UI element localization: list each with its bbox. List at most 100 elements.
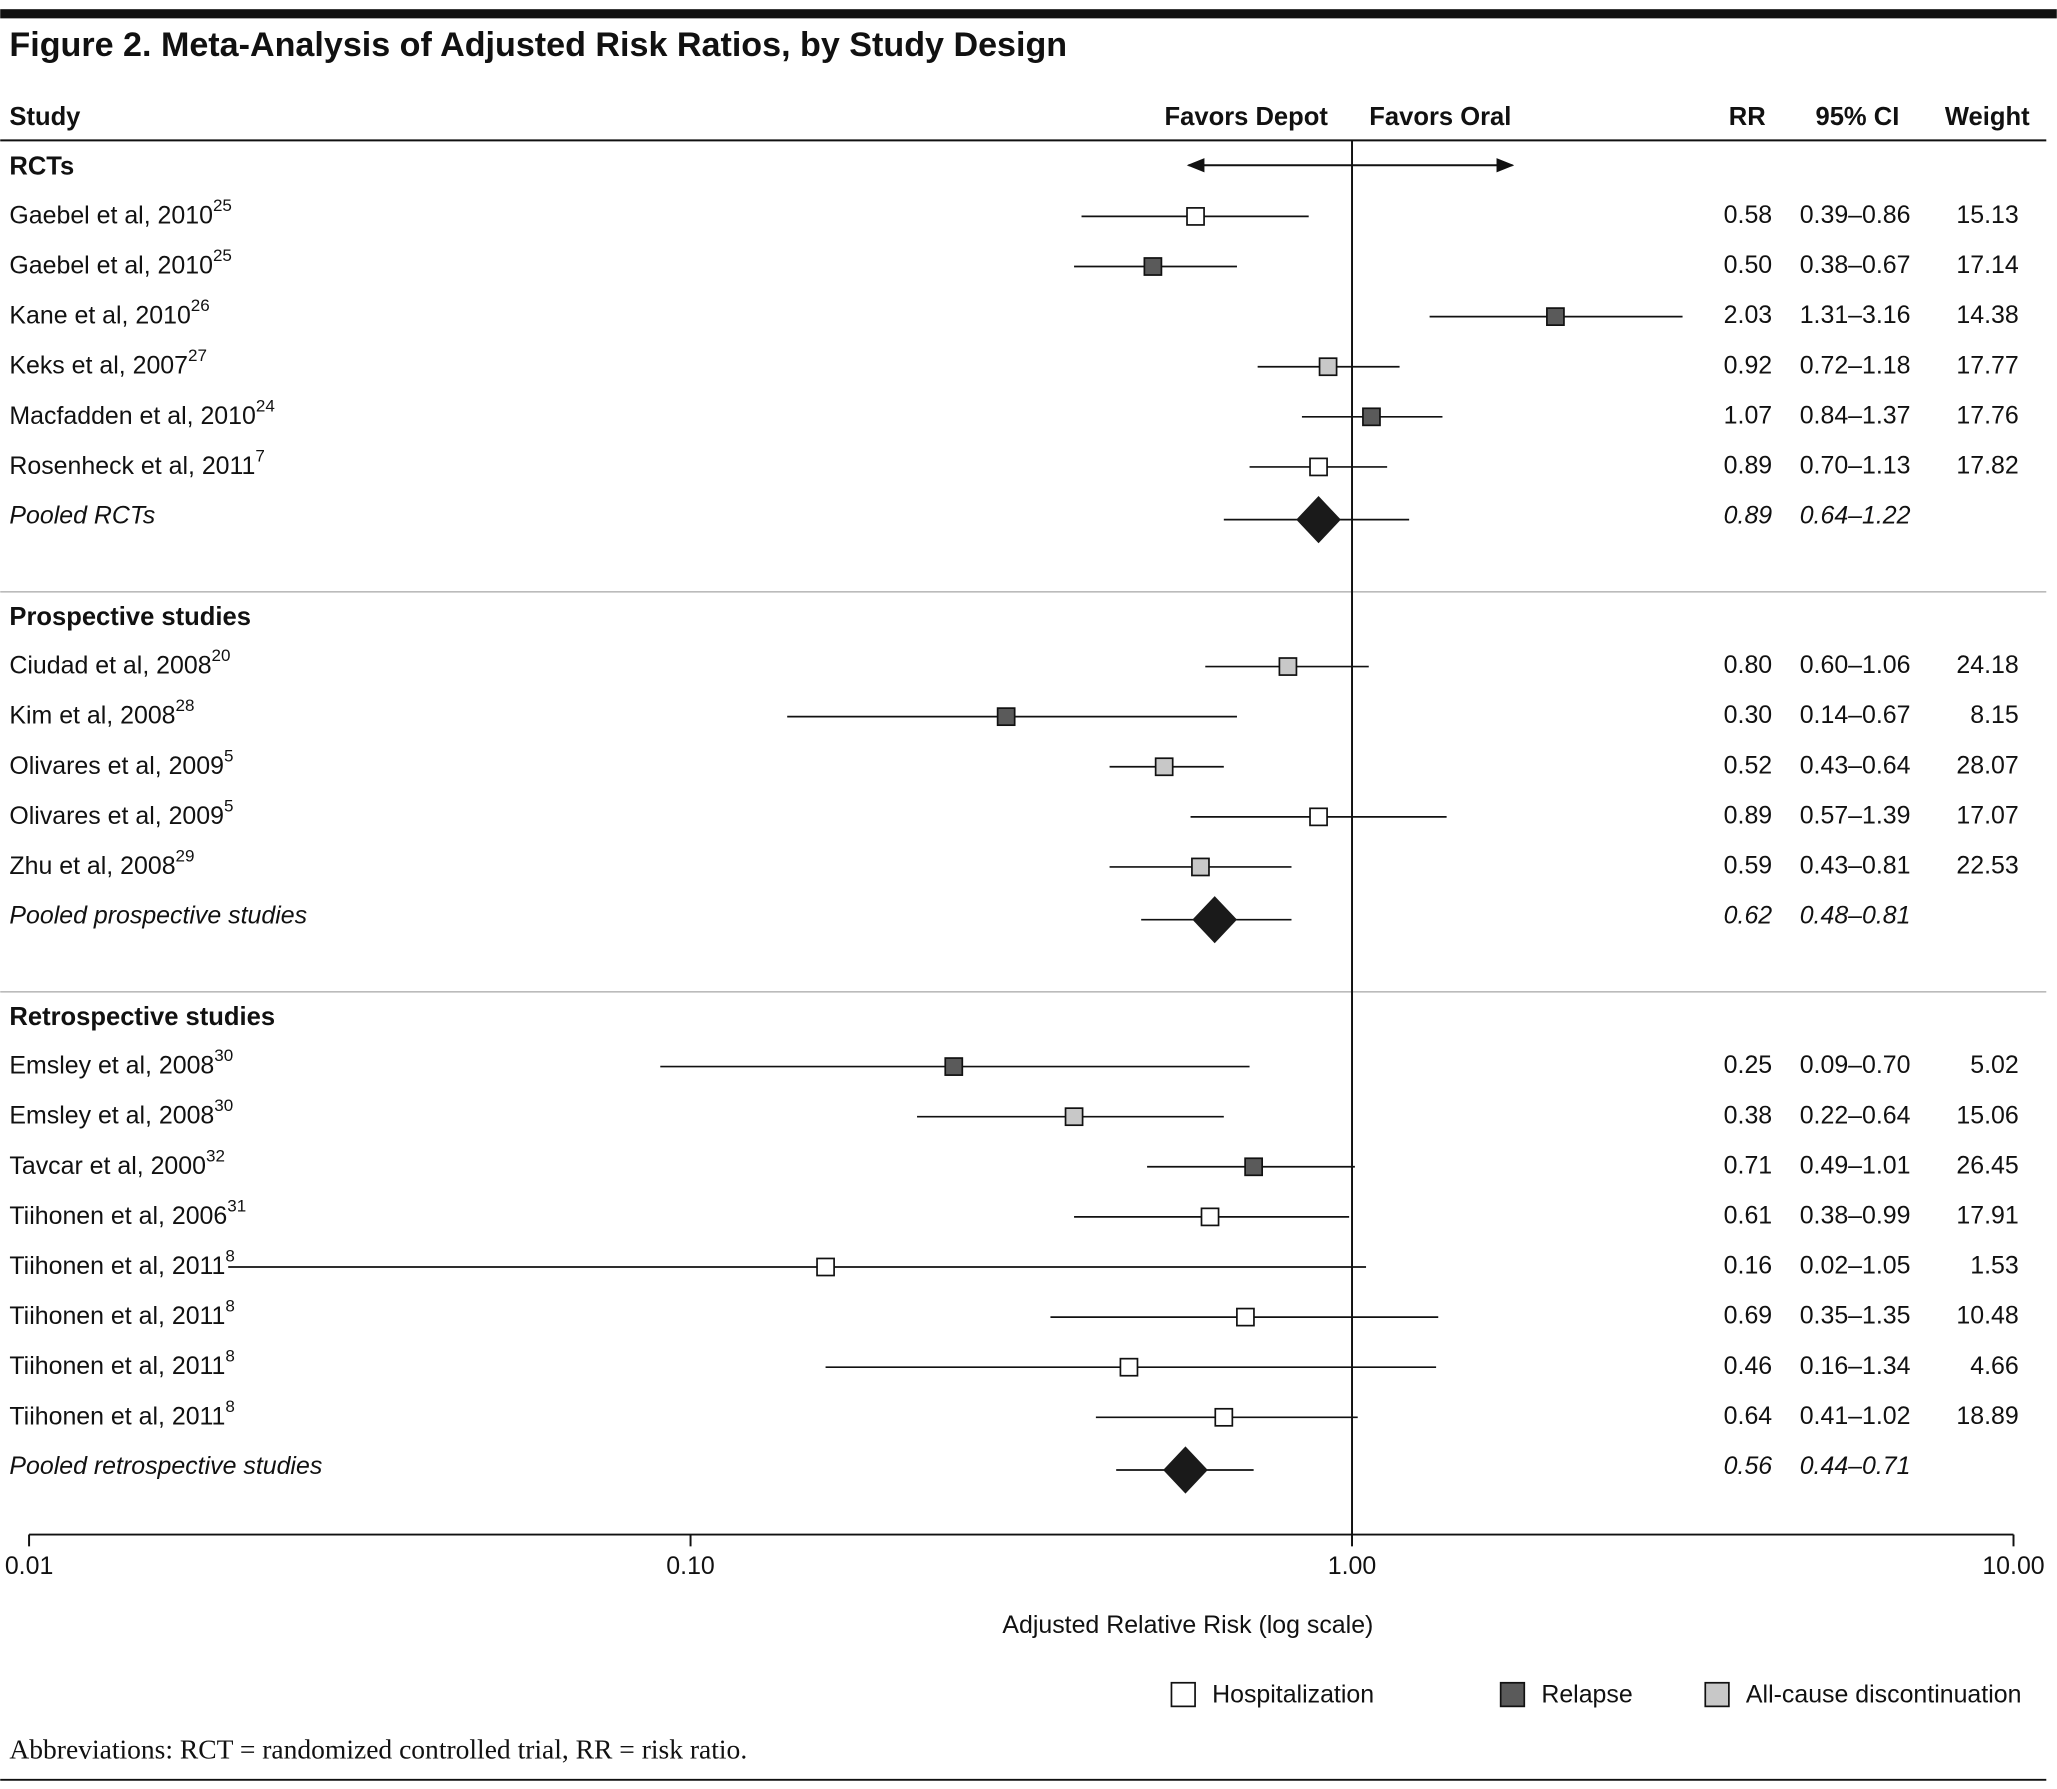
study-name: Emsley et al, 2008 (9, 1101, 214, 1129)
rr-value: 0.59 (1724, 852, 1772, 880)
rr-marker (1143, 257, 1163, 276)
study-ref: 29 (176, 846, 195, 865)
rr-value: 2.03 (1724, 301, 1772, 329)
group-label: Prospective studies (9, 603, 251, 631)
study-ref: 8 (225, 1246, 234, 1265)
weight-value: 17.76 (1956, 401, 2018, 429)
rr-value: 0.16 (1724, 1252, 1772, 1280)
rr-marker (1546, 307, 1565, 326)
pooled-rr: 0.62 (1724, 902, 1773, 930)
rr-value: 0.30 (1724, 701, 1772, 729)
study-name: Olivares et al, 2009 (9, 801, 224, 829)
rr-marker (1200, 1207, 1220, 1227)
weight-value: 24.18 (1956, 651, 2018, 679)
study-label: Olivares et al, 20095 (9, 746, 233, 780)
ci-value: 0.02–1.05 (1800, 1252, 1911, 1280)
rr-marker (1278, 657, 1298, 676)
study-ref: 28 (176, 696, 195, 715)
study-label: Macfadden et al, 201024 (9, 396, 274, 430)
pooled-diamond (1163, 1446, 1208, 1494)
rr-marker (1186, 207, 1205, 226)
study-label: Emsley et al, 200830 (9, 1096, 233, 1130)
study-ref: 5 (224, 746, 233, 765)
rr-value: 0.52 (1724, 751, 1772, 779)
x-axis-label: Adjusted Relative Risk (log scale) (1002, 1611, 1373, 1639)
ci-value: 0.57–1.39 (1800, 801, 1911, 829)
weight-value: 5.02 (1970, 1051, 2018, 1079)
study-ref: 26 (191, 296, 210, 315)
rr-marker (944, 1057, 964, 1076)
study-ref: 20 (212, 646, 231, 665)
ci-value: 0.22–0.64 (1800, 1101, 1911, 1129)
legend-swatch (1704, 1681, 1730, 1708)
weight-value: 17.82 (1956, 452, 2018, 480)
weight-value: 4.66 (1970, 1352, 2018, 1380)
legend-label: Hospitalization (1212, 1680, 1374, 1708)
study-name: Gaebel et al, 2010 (9, 201, 213, 229)
rr-value: 0.25 (1724, 1051, 1772, 1079)
pooled-label: Pooled prospective studies (9, 902, 307, 930)
study-label: Kane et al, 201026 (9, 296, 209, 330)
favors-label: Favors Oral (1369, 103, 1511, 131)
rr-marker (1309, 457, 1328, 477)
study-label: Tavcar et al, 200032 (9, 1146, 225, 1180)
study-ref: 30 (214, 1046, 233, 1065)
weight-value: 17.91 (1956, 1201, 2018, 1229)
study-label: Keks et al, 200727 (9, 346, 207, 380)
x-tick-label: 0.10 (666, 1552, 714, 1580)
weight-value: 15.06 (1956, 1101, 2018, 1129)
weight-value: 26.45 (1956, 1151, 2018, 1179)
study-name: Gaebel et al, 2010 (9, 251, 213, 279)
weight-value: 28.07 (1956, 751, 2018, 779)
rr-marker (1236, 1307, 1255, 1327)
rr-value: 0.92 (1724, 351, 1772, 379)
col-header: 95% CI (1816, 103, 1900, 131)
ci-value: 0.49–1.01 (1800, 1151, 1911, 1179)
weight-value: 1.53 (1970, 1252, 2018, 1280)
study-ref: 27 (188, 346, 207, 365)
pooled-diamond (1296, 496, 1341, 544)
study-name: Zhu et al, 2008 (9, 852, 175, 880)
col-header: Study (9, 103, 81, 131)
pooled-ci: 0.48–0.81 (1800, 902, 1911, 930)
study-ref: 8 (225, 1346, 234, 1365)
legend-label: All-cause discontinuation (1746, 1680, 2022, 1708)
ci-value: 1.31–3.16 (1800, 301, 1911, 329)
study-label: Zhu et al, 200829 (9, 846, 194, 880)
rr-marker (1309, 807, 1328, 827)
rr-marker (1119, 1357, 1139, 1377)
study-name: Tiihonen et al, 2006 (9, 1201, 227, 1229)
study-name: Rosenheck et al, 2011 (9, 452, 255, 480)
group-label: RCTs (9, 153, 74, 181)
pooled-label: Pooled RCTs (9, 502, 155, 530)
rr-marker (1154, 757, 1174, 777)
study-ref: 25 (213, 195, 232, 214)
rr-marker (1362, 407, 1381, 427)
study-ref: 8 (225, 1296, 234, 1315)
ci-value: 0.38–0.99 (1800, 1201, 1911, 1229)
rr-value: 0.80 (1724, 651, 1772, 679)
rr-value: 0.50 (1724, 251, 1772, 279)
study-ref: 24 (256, 396, 275, 415)
ci-value: 0.84–1.37 (1800, 401, 1911, 429)
x-tick-label: 1.00 (1328, 1552, 1376, 1580)
study-label: Kim et al, 200828 (9, 696, 194, 730)
study-label: Tiihonen et al, 20118 (9, 1396, 235, 1430)
ci-value: 0.38–0.67 (1800, 251, 1911, 279)
weight-value: 18.89 (1956, 1402, 2018, 1430)
weight-value: 15.13 (1956, 201, 2018, 229)
weight-value: 17.07 (1956, 801, 2018, 829)
weight-value: 17.77 (1956, 351, 2018, 379)
study-name: Tiihonen et al, 2011 (9, 1252, 225, 1280)
study-name: Keks et al, 2007 (9, 351, 188, 379)
ci-value: 0.43–0.81 (1800, 852, 1911, 880)
study-name: Kane et al, 2010 (9, 301, 190, 329)
study-name: Tiihonen et al, 2011 (9, 1402, 225, 1430)
study-ref: 32 (206, 1146, 225, 1165)
ci-value: 0.39–0.86 (1800, 201, 1911, 229)
study-name: Ciudad et al, 2008 (9, 651, 211, 679)
study-name: Emsley et al, 2008 (9, 1051, 214, 1079)
rr-marker (1064, 1107, 1084, 1127)
weight-value: 22.53 (1956, 852, 2018, 880)
